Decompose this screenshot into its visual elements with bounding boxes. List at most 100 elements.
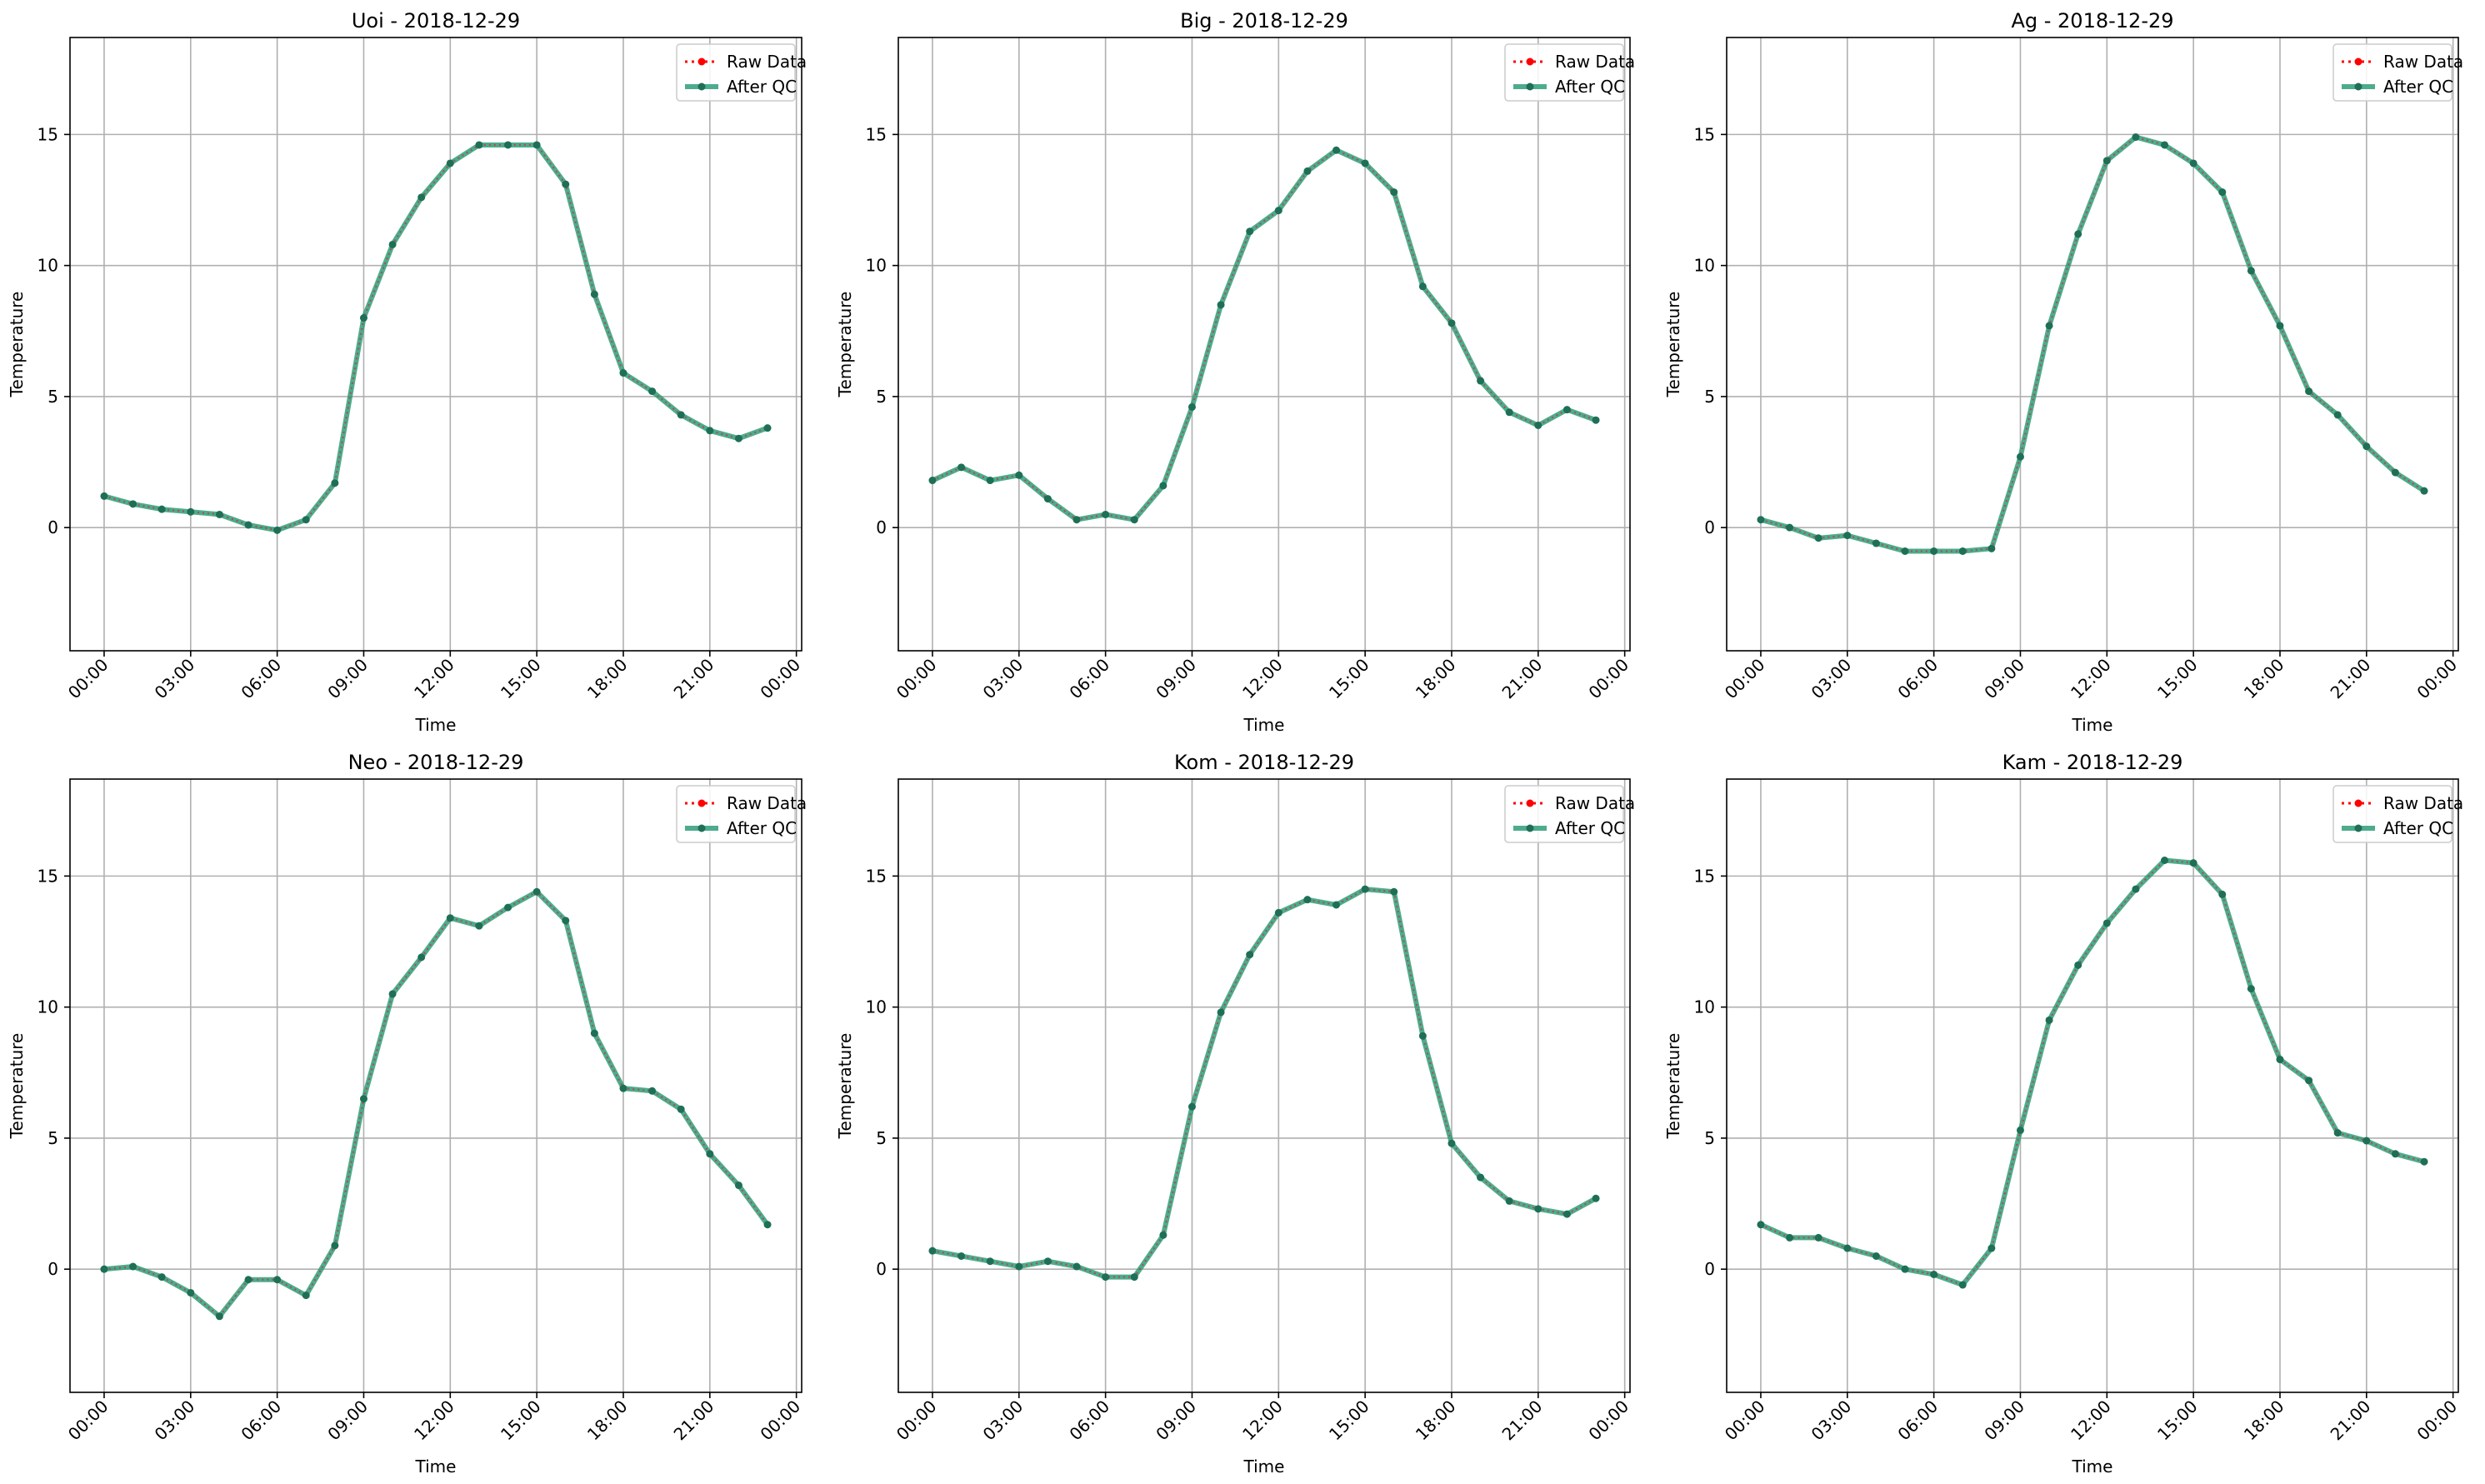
after-qc-point [958, 463, 966, 472]
after-qc-point [1303, 896, 1312, 904]
after-qc-point [1901, 1265, 1909, 1273]
y-tick-label: 10 [1694, 256, 1715, 276]
legend-raw-label: Raw Data [1555, 793, 1635, 813]
after-qc-point [2276, 322, 2284, 330]
after-qc-point [1592, 416, 1600, 424]
x-tick-label: 15:00 [2153, 1397, 2202, 1445]
x-axis-label: Time [2072, 1457, 2113, 1477]
after-qc-point [1043, 1257, 1052, 1266]
x-tick-label: 00:00 [892, 1397, 941, 1445]
after-qc-point [100, 1265, 108, 1273]
legend: Raw Data After QC [2332, 785, 2463, 843]
y-tick-label: 0 [1704, 1259, 1715, 1279]
x-tick-label: 00:00 [2412, 1397, 2461, 1445]
after-qc-point [1757, 1221, 1765, 1229]
legend-raw-label: Raw Data [727, 52, 807, 72]
after-qc-point [1872, 1252, 1880, 1260]
after-qc-point [2420, 487, 2428, 495]
series-line-after-qc [103, 142, 769, 533]
x-tick-label: 18:00 [2240, 1397, 2288, 1445]
x-tick-label: 00:00 [756, 655, 804, 703]
after-qc-point [2045, 1016, 2053, 1024]
x-tick-label: 03:00 [979, 1397, 1028, 1445]
after-qc-point [1246, 951, 1254, 959]
after-qc-point [2161, 857, 2169, 865]
series-group [928, 146, 1600, 524]
after-qc-point [2218, 890, 2227, 898]
after-qc-point [273, 526, 282, 534]
x-tick-label: 15:00 [1325, 655, 1373, 703]
after-qc-point [388, 240, 397, 248]
chart-svg: 0 5 10 15 00:00 03:00 06:00 09:00 12:00 15:00 18:0… [1663, 9, 2463, 735]
x-tick-label: 06:00 [1893, 1397, 1942, 1445]
legend-qc-label: After QC [727, 77, 797, 97]
chart-panel-neo: 0 5 10 15 00:00 03:00 06:00 09:00 12:00 15:00 18:0… [0, 742, 828, 1483]
series-line-after-qc [931, 147, 1598, 522]
y-tick-label: 0 [48, 517, 58, 537]
after-qc-point [1930, 1270, 1938, 1278]
after-qc-point [763, 1221, 772, 1229]
x-tick-label: 12:00 [2067, 655, 2115, 703]
y-axis-label: Temperature [1663, 292, 1683, 398]
x-tick-label: 00:00 [756, 1397, 804, 1445]
after-qc-point [418, 193, 426, 202]
after-qc-point [677, 1105, 685, 1113]
axes-frame [69, 37, 802, 652]
after-qc-point [1562, 1210, 1571, 1218]
x-tick-label: 12:00 [410, 1397, 458, 1445]
after-qc-point [504, 903, 512, 912]
after-qc-point [1930, 547, 1938, 555]
after-qc-point [2305, 1077, 2313, 1085]
x-tick-label: 03:00 [1808, 1397, 1856, 1445]
after-qc-point [734, 434, 742, 442]
x-tick-label: 09:00 [1152, 1397, 1200, 1445]
y-tick-label: 10 [866, 997, 887, 1017]
y-tick-label: 15 [866, 866, 887, 886]
after-qc-point [1814, 1233, 1822, 1242]
after-qc-point [1217, 301, 1225, 309]
after-qc-point [302, 1292, 310, 1300]
series-line-raw-data [1760, 136, 2425, 552]
legend-raw-marker [698, 57, 706, 66]
grid [898, 37, 1630, 651]
series-line-raw-data [103, 144, 768, 532]
after-qc-point [359, 314, 368, 322]
x-tick-label: 06:00 [1065, 1397, 1113, 1445]
after-qc-point [1043, 495, 1052, 503]
x-tick-label: 15:00 [2153, 655, 2202, 703]
after-qc-point [388, 990, 397, 998]
after-qc-point [2132, 133, 2140, 142]
x-tick-label: 18:00 [583, 1397, 632, 1445]
y-axis-label: Temperature [7, 292, 27, 398]
chart-svg: 0 5 10 15 00:00 03:00 06:00 09:00 12:00 15:00 18:0… [7, 751, 807, 1477]
x-tick-label: 12:00 [1238, 1397, 1287, 1445]
y-tick-label: 10 [38, 997, 58, 1017]
x-tick-label: 00:00 [64, 655, 112, 703]
x-tick-label: 21:00 [670, 655, 718, 703]
after-qc-point [2102, 157, 2111, 165]
after-qc-point [1332, 146, 1341, 154]
after-qc-point [187, 1288, 195, 1297]
x-tick-label: 09:00 [1980, 1397, 2028, 1445]
legend-qc-label: After QC [2383, 818, 2453, 838]
y-tick-label: 0 [876, 1259, 887, 1279]
after-qc-point [2333, 411, 2342, 419]
after-qc-point [273, 1276, 282, 1284]
after-qc-point [1332, 901, 1341, 909]
y-tick-label: 5 [876, 1128, 887, 1148]
after-qc-point [619, 369, 628, 377]
x-tick-label: 18:00 [1412, 1397, 1460, 1445]
after-qc-point [2247, 267, 2255, 275]
after-qc-point [446, 159, 454, 167]
after-qc-point [2102, 919, 2111, 927]
series-line-after-qc [103, 889, 770, 1319]
chart-title: Kom - 2018-12-29 [1174, 751, 1354, 774]
chart-title: Kam - 2018-12-29 [2002, 751, 2183, 774]
y-tick-label: 0 [1704, 517, 1715, 537]
legend: Raw Data After QC [676, 785, 807, 843]
grid [898, 779, 1630, 1392]
after-qc-point [1505, 408, 1513, 417]
after-qc-point [100, 492, 108, 500]
legend-qc-marker [698, 82, 706, 91]
after-qc-point [1072, 516, 1081, 524]
